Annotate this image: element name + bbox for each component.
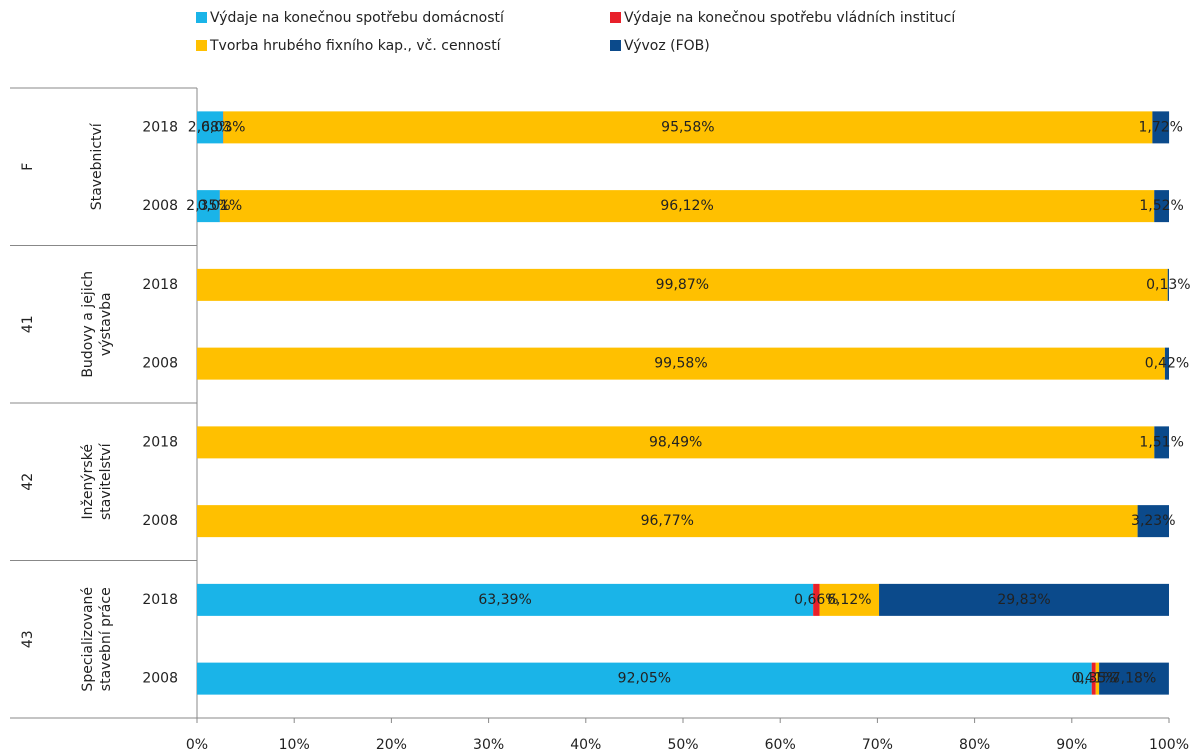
group-name: Specializované	[80, 587, 96, 692]
x-tick-label: 60%	[765, 737, 796, 753]
bar-segment	[879, 583, 1169, 616]
bar-segment	[1137, 505, 1169, 538]
bar-segment	[197, 347, 1165, 380]
y-tick-label: 2018	[142, 592, 178, 608]
legend-swatch	[196, 40, 207, 51]
y-tick-label: 2018	[142, 277, 178, 293]
x-tick-label: 40%	[570, 737, 601, 753]
group-code: 43	[20, 630, 36, 648]
bar-segment	[1164, 347, 1169, 380]
data-label: 2,35%	[186, 198, 230, 214]
group-name: Budovy a jejich	[80, 271, 96, 378]
x-tick-label: 100%	[1149, 737, 1189, 753]
y-tick-label: 2018	[142, 119, 178, 135]
group-code: 41	[20, 315, 36, 333]
bar-segment	[1152, 111, 1170, 144]
bar-segment	[1167, 268, 1169, 301]
group-name: výstavba	[98, 292, 114, 356]
group-name: Stavebnictví	[89, 122, 105, 210]
group-name: stavitelství	[98, 442, 114, 520]
x-tick-label: 50%	[667, 737, 698, 753]
y-tick-label: 2008	[142, 356, 178, 372]
data-label: 0,01%	[198, 198, 242, 214]
data-label: 96,77%	[641, 513, 694, 529]
data-label: 96,12%	[660, 198, 713, 214]
x-tick-label: 30%	[473, 737, 504, 753]
x-tick-label: 10%	[279, 737, 310, 753]
bar-segment	[197, 111, 224, 144]
data-label: 99,87%	[656, 277, 709, 293]
legend-swatch	[610, 40, 621, 51]
bar-segment	[1154, 190, 1169, 223]
bar-segment	[219, 190, 1155, 223]
x-tick-label: 0%	[186, 737, 208, 753]
data-label: 0,41%	[1071, 671, 1115, 687]
data-label: 98,49%	[649, 434, 702, 450]
bar-segment	[223, 111, 1153, 144]
y-tick-label: 2008	[142, 198, 178, 214]
bar-segment	[197, 583, 814, 616]
bar-segment	[819, 583, 880, 616]
legend-label: Výdaje na konečnou spotřebu domácností	[210, 10, 505, 26]
data-label: 29,83%	[997, 592, 1050, 608]
data-label: 2,68%	[188, 119, 232, 135]
data-label: 63,39%	[478, 592, 531, 608]
x-tick-label: 70%	[862, 737, 893, 753]
data-label: 7,18%	[1112, 671, 1156, 687]
data-label: 95,58%	[661, 119, 714, 135]
y-tick-label: 2008	[142, 671, 178, 687]
bar-segment	[197, 190, 220, 223]
data-label: 0,13%	[1146, 277, 1190, 293]
bar-segment	[1099, 662, 1169, 695]
legend-swatch	[196, 12, 207, 23]
data-label: 99,58%	[654, 356, 707, 372]
data-label: 0,03%	[201, 119, 245, 135]
data-label: 0,66%	[794, 592, 838, 608]
data-label: 92,05%	[618, 671, 671, 687]
bar-segment	[1091, 662, 1096, 695]
x-tick-label: 80%	[959, 737, 990, 753]
y-tick-label: 2008	[142, 513, 178, 529]
data-label: 0,42%	[1145, 356, 1189, 372]
data-label: 1,52%	[1139, 198, 1183, 214]
x-tick-label: 20%	[376, 737, 407, 753]
y-tick-label: 2018	[142, 434, 178, 450]
bar-segment	[813, 583, 820, 616]
data-label: 1,72%	[1138, 119, 1182, 135]
legend-label: Výdaje na konečnou spotřebu vládních ins…	[624, 10, 956, 26]
data-label: 0,35%	[1075, 671, 1119, 687]
group-name: Inženýrské	[80, 444, 96, 519]
group-name: stavební práce	[98, 587, 114, 691]
legend-swatch	[610, 12, 621, 23]
legend-label: Vývoz (FOB)	[624, 38, 710, 54]
group-code: 42	[20, 473, 36, 491]
data-label: 1,51%	[1139, 434, 1183, 450]
bar-segment	[1154, 426, 1169, 459]
x-tick-label: 90%	[1056, 737, 1087, 753]
bar-segment	[1095, 662, 1100, 695]
data-label: 3,23%	[1131, 513, 1175, 529]
legend-label: Tvorba hrubého fixního kap., vč. cennost…	[209, 38, 502, 54]
bar-segment	[197, 268, 1168, 301]
bar-segment	[197, 662, 1092, 695]
bar-segment	[197, 505, 1138, 538]
group-code: F	[20, 163, 36, 171]
data-label: 6,12%	[827, 592, 871, 608]
bar-segment	[197, 426, 1155, 459]
